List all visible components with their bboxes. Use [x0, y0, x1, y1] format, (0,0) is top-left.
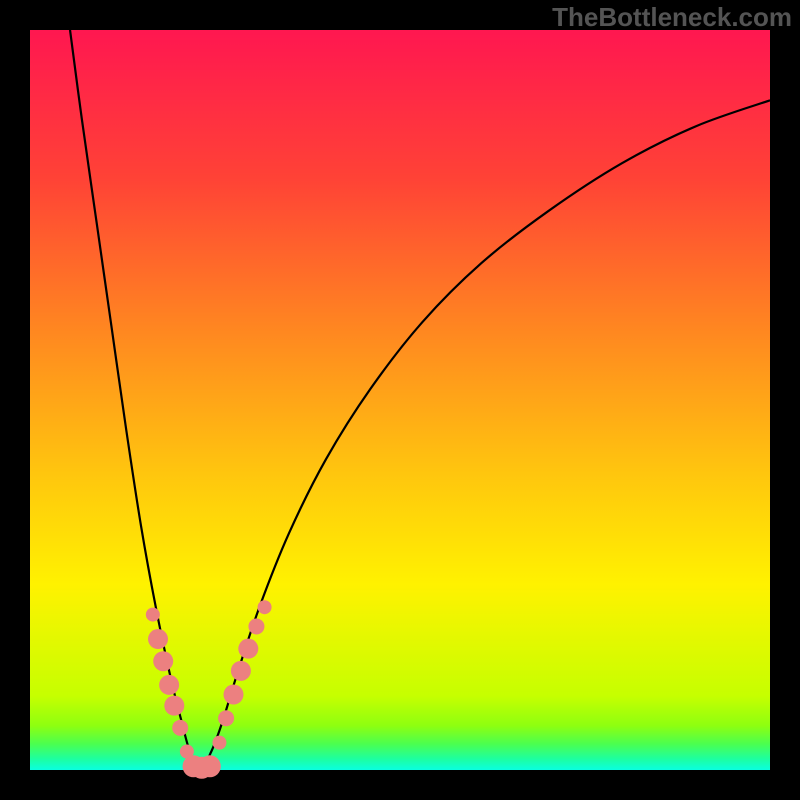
curve-marker: [172, 720, 188, 736]
curve-marker: [159, 675, 179, 695]
curve-marker: [153, 651, 173, 671]
curve-marker: [231, 661, 251, 681]
curve-marker: [238, 639, 258, 659]
curve-marker: [146, 608, 160, 622]
curve-marker: [224, 685, 244, 705]
curve-marker: [212, 736, 226, 750]
curve-marker: [164, 696, 184, 716]
plot-background: [30, 30, 770, 770]
watermark-text: TheBottleneck.com: [552, 2, 792, 33]
curve-marker: [218, 710, 234, 726]
chart-container: TheBottleneck.com: [0, 0, 800, 800]
curve-marker: [258, 600, 272, 614]
curve-marker: [248, 618, 264, 634]
chart-svg: [0, 0, 800, 800]
curve-marker: [148, 629, 168, 649]
curve-marker: [199, 755, 221, 777]
